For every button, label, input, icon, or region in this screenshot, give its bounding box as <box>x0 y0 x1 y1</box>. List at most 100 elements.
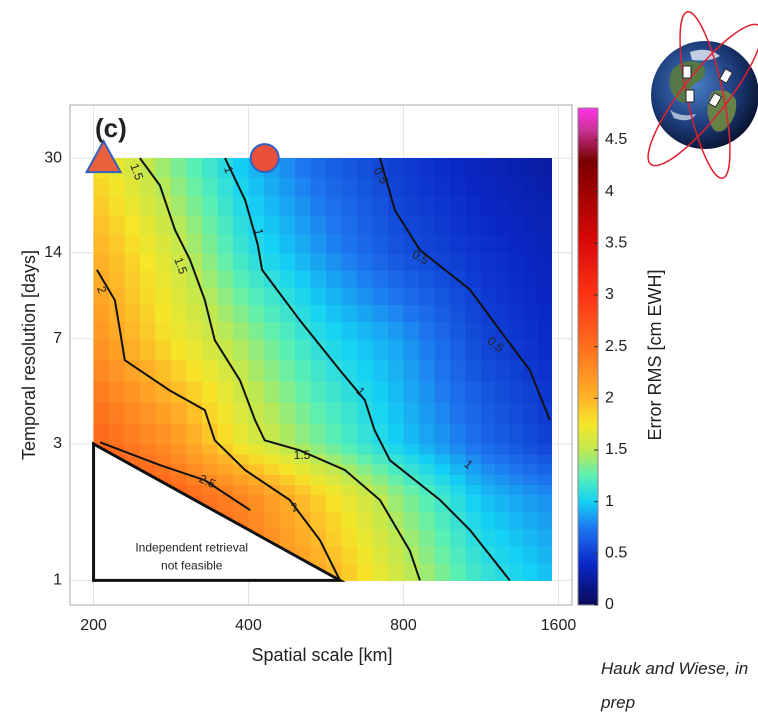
heat-cell <box>434 422 451 445</box>
heat-cell <box>537 474 552 485</box>
heat-cell <box>449 380 467 403</box>
heat-cell <box>217 252 234 271</box>
heat-cell <box>233 443 250 455</box>
heat-cell <box>523 422 538 445</box>
heat-cell <box>449 287 467 305</box>
heat-cell <box>310 321 327 340</box>
heat-cell <box>186 304 203 323</box>
heat-cell <box>341 443 358 455</box>
heat-cell <box>248 464 265 475</box>
heat-cell <box>248 380 265 403</box>
heat-cell <box>326 443 343 455</box>
heat-cell <box>233 214 250 235</box>
heat-cell <box>326 252 343 271</box>
heat-cell <box>264 321 281 340</box>
heat-cell <box>264 359 281 382</box>
heat-cell <box>279 380 296 403</box>
heat-cell <box>537 443 552 455</box>
heat-cell <box>140 454 157 465</box>
heat-cell <box>155 158 172 178</box>
heat-cell <box>357 443 374 455</box>
heat-cell <box>248 474 265 485</box>
y-tick-label: 14 <box>44 244 62 261</box>
heat-cell <box>372 380 389 403</box>
heat-cell <box>480 401 496 424</box>
heat-cell <box>480 287 496 305</box>
heat-cell <box>480 321 496 340</box>
heat-cell <box>109 195 126 216</box>
heat-cell <box>140 214 157 235</box>
axes-frame <box>69 104 573 606</box>
heat-cell <box>279 269 296 288</box>
heat-cell <box>310 443 327 455</box>
heat-cell <box>388 380 405 403</box>
heat-cell <box>124 176 141 197</box>
heat-cell <box>202 401 219 424</box>
heat-cell <box>465 422 482 445</box>
heat-cell <box>341 464 358 475</box>
heat-cell <box>480 380 496 403</box>
heat-cell <box>372 511 389 530</box>
heat-cell <box>264 176 281 197</box>
heat-cell <box>341 359 358 382</box>
heat-cell <box>449 484 467 495</box>
heat-cell <box>434 338 451 361</box>
contour-line <box>96 269 341 581</box>
heat-cell <box>434 484 451 495</box>
heat-cell <box>217 321 234 340</box>
heat-cell <box>155 359 172 382</box>
heat-cell <box>537 545 552 564</box>
x-tick-label: 400 <box>235 617 262 634</box>
heat-cell <box>93 321 110 340</box>
heat-cell <box>279 401 296 424</box>
heat-cell <box>202 195 219 216</box>
heat-cell <box>109 321 126 340</box>
heat-cell <box>403 304 420 323</box>
heat-cell <box>372 422 389 445</box>
heat-cell <box>171 338 188 361</box>
heat-cell <box>357 422 374 445</box>
heat-cell <box>264 214 281 235</box>
heat-cell <box>326 474 343 485</box>
heat-cell <box>186 484 203 495</box>
heat-cell <box>480 252 496 271</box>
heat-cell <box>523 158 538 178</box>
heat-cell <box>217 287 234 305</box>
heat-cell <box>403 454 420 465</box>
heat-cell <box>279 214 296 235</box>
heat-cell <box>326 380 343 403</box>
heat-cell <box>233 321 250 340</box>
heat-cell <box>248 443 265 455</box>
heat-cell <box>186 252 203 271</box>
heat-cell <box>449 563 467 581</box>
heat-cell <box>186 176 203 197</box>
heat-cell <box>264 252 281 271</box>
heat-cell <box>140 464 157 475</box>
heat-cell <box>403 233 420 254</box>
heat-cell <box>93 401 110 424</box>
heat-cell <box>523 321 538 340</box>
heat-cell <box>357 511 374 530</box>
heat-cell <box>509 454 524 465</box>
heat-cell <box>310 464 327 475</box>
heat-cell <box>279 176 296 197</box>
heat-cell <box>388 214 405 235</box>
heat-cell <box>357 321 374 340</box>
heat-cell <box>186 287 203 305</box>
heat-cell <box>434 454 451 465</box>
colorbar-tick-label: 2 <box>605 390 614 407</box>
heat-cell <box>310 422 327 445</box>
heat-cell <box>372 443 389 455</box>
heat-cell <box>357 195 374 216</box>
colorbar-tick-label: 4.5 <box>605 131 627 148</box>
heat-cell <box>403 158 420 178</box>
y-axis-label: Temporal resolution [days] <box>19 250 39 460</box>
heat-cell <box>279 494 296 513</box>
heat-cell <box>155 176 172 197</box>
heat-cell <box>403 287 420 305</box>
heat-cell <box>403 252 420 271</box>
heat-cell <box>341 158 358 178</box>
heat-cell <box>93 359 110 382</box>
heat-cell <box>449 464 467 475</box>
